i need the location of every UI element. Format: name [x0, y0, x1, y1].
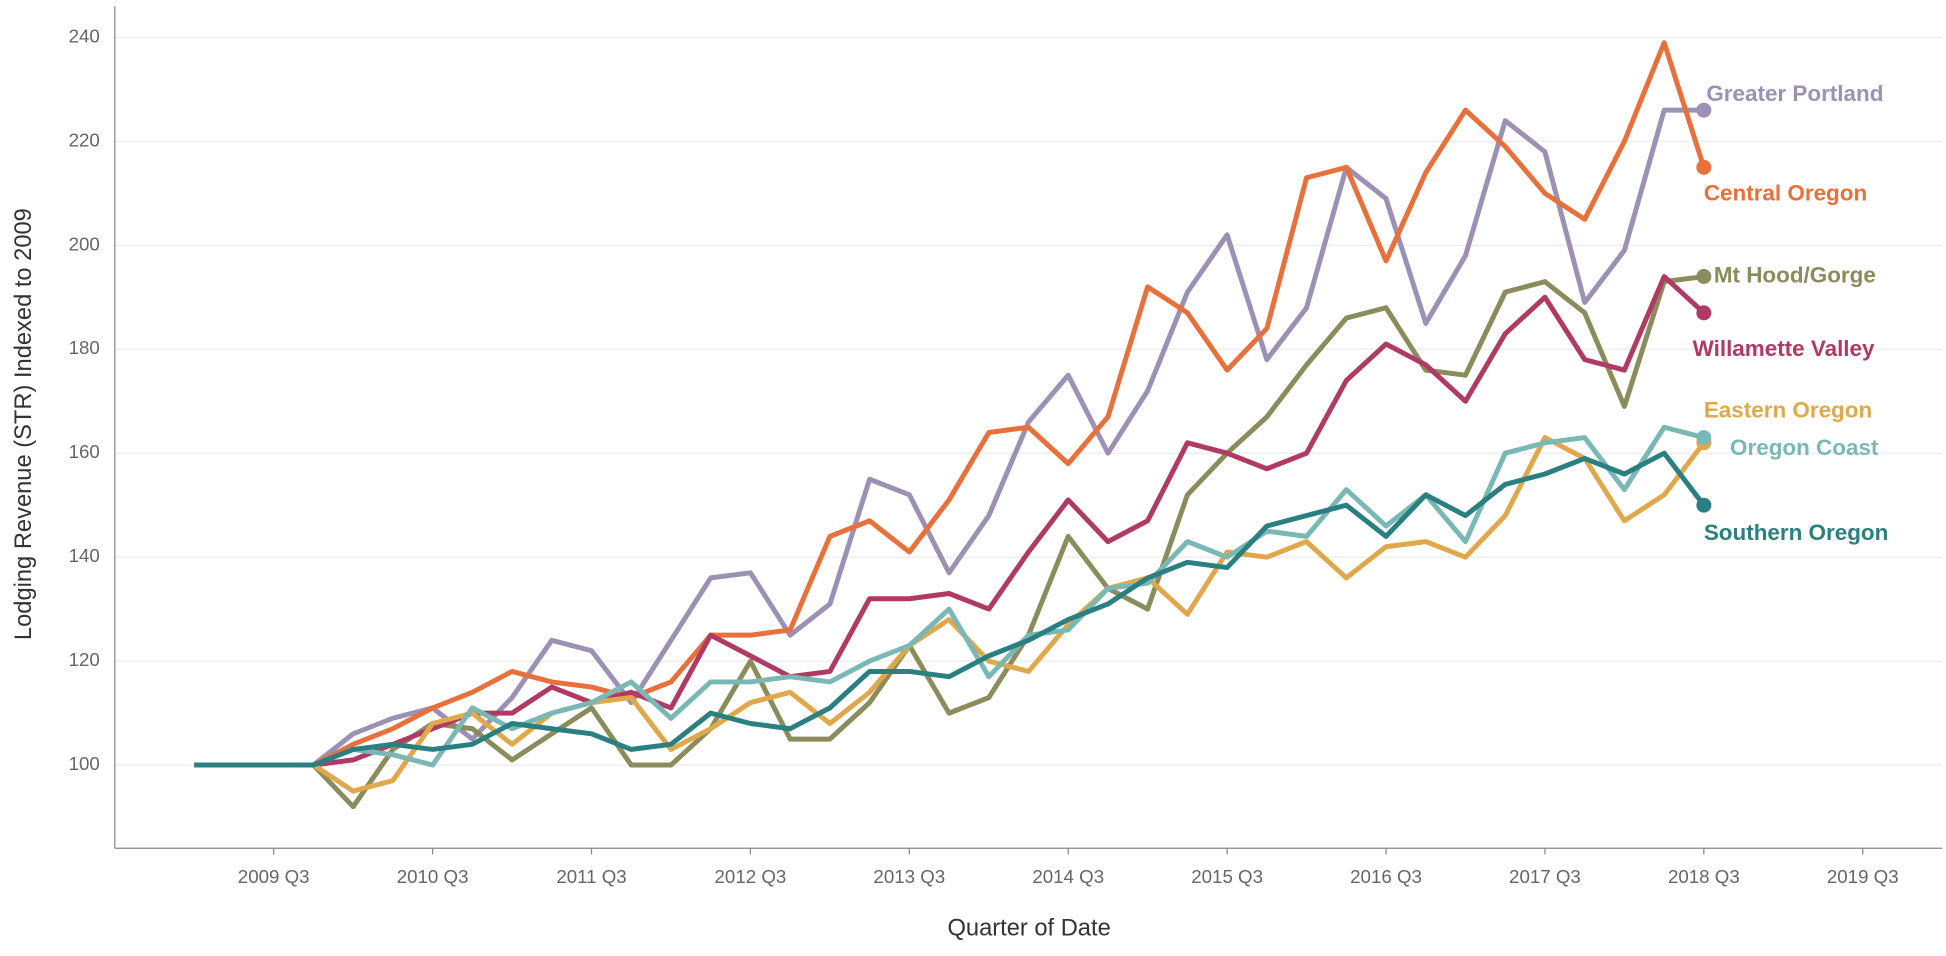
x-tick-label: 2016 Q3 — [1350, 866, 1422, 887]
x-tick-label: 2013 Q3 — [873, 866, 945, 887]
x-tick-label: 2014 Q3 — [1032, 866, 1104, 887]
y-tick-label: 100 — [69, 753, 100, 774]
series-line — [194, 450, 1706, 768]
y-axis-title: Lodging Revenue (STR) Indexed to 2009 — [11, 208, 37, 640]
legend-label: Southern Oregon — [1704, 520, 1888, 545]
series-line — [194, 107, 1704, 768]
x-tick-label: 2015 Q3 — [1191, 866, 1263, 887]
series-line — [194, 40, 1707, 768]
end-dot — [1696, 269, 1712, 284]
y-tick-label: 200 — [69, 233, 100, 254]
legend-label: Central Oregon — [1704, 181, 1867, 206]
series-line — [194, 435, 1706, 794]
x-tick-label: 2010 Q3 — [397, 866, 469, 887]
x-tick-label: 2019 Q3 — [1827, 866, 1899, 887]
x-tick-label: 2018 Q3 — [1668, 866, 1740, 887]
legend-label: Oregon Coast — [1730, 435, 1879, 460]
y-tick-label: 140 — [69, 545, 100, 566]
legend-label: Greater Portland — [1706, 81, 1883, 106]
end-dot — [1696, 305, 1712, 321]
x-tick-label: 2012 Q3 — [715, 866, 787, 887]
legend-label: Mt Hood/Gorge — [1714, 262, 1876, 287]
y-tick-label: 120 — [69, 649, 100, 670]
y-tick-label: 180 — [69, 337, 100, 358]
y-tick-label: 240 — [69, 25, 100, 46]
end-dot — [1696, 102, 1712, 118]
x-axis-title: Quarter of Date — [947, 916, 1110, 942]
legend-label: Willamette Valley — [1693, 336, 1875, 361]
y-tick-label: 160 — [69, 441, 100, 462]
y-tick-label: 220 — [69, 129, 100, 150]
end-dot — [1696, 497, 1712, 513]
x-tick-label: 2009 Q3 — [238, 866, 310, 887]
end-dot — [1696, 159, 1712, 175]
end-dot — [1696, 430, 1712, 446]
series-line — [194, 274, 1706, 768]
x-tick-label: 2011 Q3 — [556, 866, 626, 887]
x-tick-label: 2017 Q3 — [1509, 866, 1581, 887]
legend-label: Eastern Oregon — [1704, 398, 1872, 423]
